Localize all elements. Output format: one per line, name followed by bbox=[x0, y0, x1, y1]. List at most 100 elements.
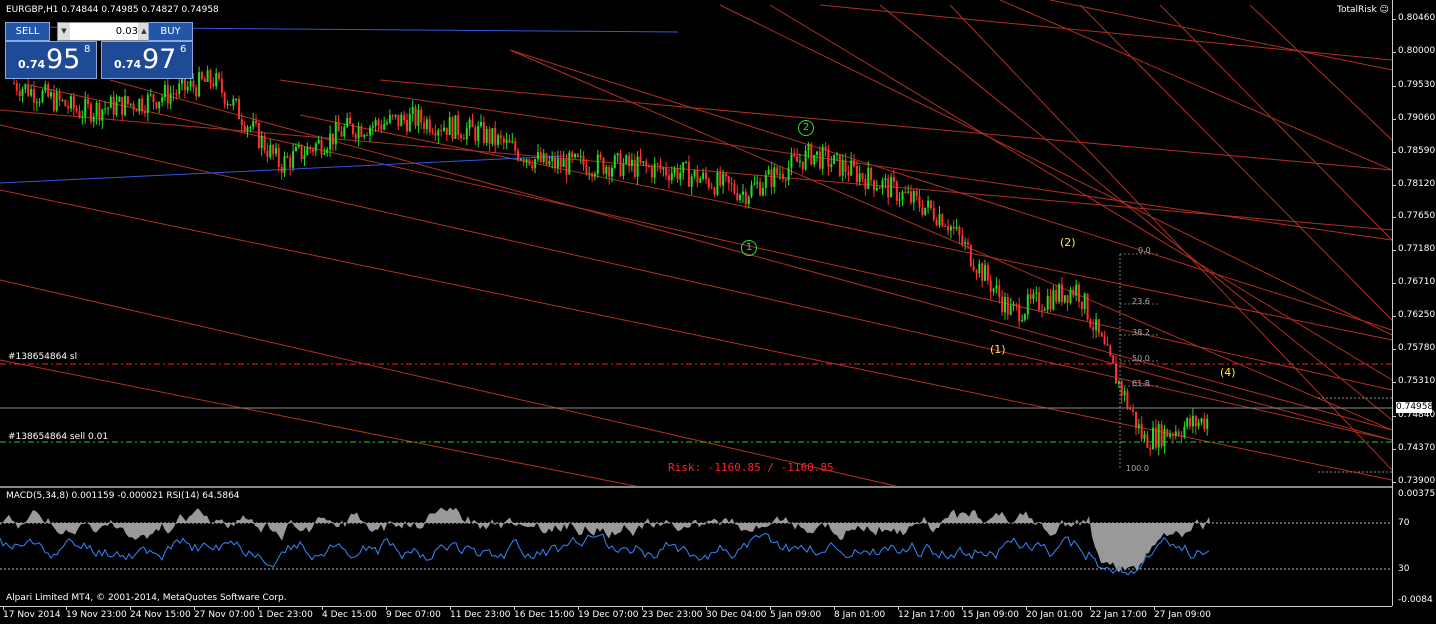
candle-body bbox=[235, 98, 238, 100]
candle-body bbox=[622, 163, 625, 176]
sell-button[interactable]: SELL bbox=[5, 22, 50, 41]
candle-body bbox=[198, 72, 201, 97]
candle-body bbox=[192, 80, 195, 88]
channel-line bbox=[989, 329, 1392, 441]
candle-body bbox=[1009, 305, 1012, 315]
candle-body bbox=[112, 96, 115, 115]
lot-increase-icon[interactable]: ▲ bbox=[138, 23, 150, 40]
sell-price-pip: 8 bbox=[84, 44, 91, 55]
channel-line bbox=[769, 4, 1392, 381]
time-axis-label: 12 Jan 17:00 bbox=[898, 610, 955, 620]
candle-body bbox=[904, 191, 907, 193]
candle-body bbox=[650, 166, 653, 178]
indicator-chart[interactable] bbox=[0, 488, 1392, 606]
candle-body bbox=[929, 200, 932, 208]
candle-body bbox=[141, 99, 144, 112]
candle-body bbox=[178, 83, 181, 94]
time-axis-tick bbox=[706, 606, 707, 610]
candle-body bbox=[371, 125, 374, 128]
stop-loss-label[interactable]: #138654864 sl bbox=[8, 352, 78, 362]
current-price-tag: 0.74958 bbox=[1396, 402, 1434, 413]
candle-body bbox=[975, 270, 978, 274]
sell-order-label[interactable]: #138654864 sell 0.01 bbox=[8, 432, 109, 442]
candle-body bbox=[186, 86, 189, 91]
candle-body bbox=[1112, 355, 1115, 364]
candle-body bbox=[625, 155, 628, 164]
candle-body bbox=[286, 155, 289, 158]
candle-body bbox=[756, 182, 759, 184]
buy-price-box[interactable]: 0.74 97 6 bbox=[101, 41, 193, 79]
time-axis-tick bbox=[1026, 606, 1027, 610]
channel-line bbox=[509, 49, 1392, 431]
candle-body bbox=[474, 127, 477, 141]
time-axis-tick bbox=[514, 606, 515, 610]
candle-body bbox=[1078, 284, 1080, 302]
lot-size-input[interactable] bbox=[72, 23, 140, 40]
channel-line bbox=[1079, 4, 1392, 321]
price-axis-label: 0.80460 bbox=[1398, 13, 1436, 23]
candle-body bbox=[89, 104, 92, 122]
rsi-line bbox=[0, 532, 1210, 576]
candle-body bbox=[898, 199, 901, 201]
candle-body bbox=[1069, 289, 1072, 303]
candle-body bbox=[511, 141, 514, 143]
candle-body bbox=[1072, 289, 1075, 296]
candle-body bbox=[326, 149, 329, 153]
candle-body bbox=[260, 135, 263, 148]
wave-label-yellow-2: (2) bbox=[1060, 236, 1076, 249]
candle-body bbox=[915, 191, 918, 197]
price-axis-tick bbox=[1392, 86, 1396, 87]
candle-body bbox=[144, 111, 146, 114]
candle-body bbox=[522, 159, 525, 163]
candle-body bbox=[668, 175, 670, 181]
candle-body bbox=[471, 119, 474, 128]
candle-body bbox=[921, 207, 924, 215]
lot-decrease-icon[interactable]: ▼ bbox=[58, 23, 70, 40]
candle-body bbox=[707, 179, 710, 188]
time-axis-label: 5 Jan 09:00 bbox=[770, 610, 822, 620]
buy-button[interactable]: BUY bbox=[148, 22, 193, 41]
candle-body bbox=[870, 168, 873, 181]
price-axis-label: 0.75310 bbox=[1398, 376, 1436, 386]
candle-body bbox=[169, 93, 172, 104]
time-axis-tick bbox=[1154, 606, 1155, 610]
candle-body bbox=[1203, 418, 1206, 429]
price-axis-tick bbox=[1392, 152, 1396, 153]
candle-body bbox=[1103, 336, 1106, 345]
pane-separator[interactable] bbox=[0, 486, 1392, 488]
candle-body bbox=[710, 187, 713, 189]
time-axis-label: 20 Jan 01:00 bbox=[1026, 610, 1083, 620]
chart-symbol-title: EURGBP,H1 0.74844 0.74985 0.74827 0.7495… bbox=[6, 5, 219, 15]
candle-body bbox=[482, 122, 485, 143]
candle-body bbox=[340, 131, 343, 137]
wave-label-green-1: 1 bbox=[741, 240, 757, 256]
candle-body bbox=[215, 73, 218, 87]
risk-text: Risk: -1160.85 / -1160.85 bbox=[668, 461, 834, 474]
channel-line bbox=[0, 189, 1392, 481]
time-axis-tick bbox=[1090, 606, 1091, 610]
candle-body bbox=[901, 191, 904, 200]
candle-body bbox=[491, 127, 494, 144]
candle-body bbox=[109, 96, 112, 108]
candle-body bbox=[124, 96, 127, 116]
candle-body bbox=[941, 214, 944, 226]
candle-body bbox=[796, 156, 799, 162]
price-axis-label: 0.79530 bbox=[1398, 80, 1436, 90]
candle-body bbox=[163, 85, 166, 98]
candle-body bbox=[431, 132, 434, 134]
candle-body bbox=[605, 166, 608, 174]
channel-line bbox=[279, 79, 1392, 241]
candle-body bbox=[537, 152, 539, 160]
price-chart[interactable] bbox=[0, 0, 1392, 487]
candle-body bbox=[406, 120, 408, 132]
candle-body bbox=[588, 173, 591, 175]
candle-body bbox=[460, 134, 463, 139]
sell-price-box[interactable]: 0.74 95 8 bbox=[5, 41, 97, 79]
candle-body bbox=[289, 157, 292, 168]
time-axis-tick bbox=[130, 606, 131, 610]
candle-body bbox=[485, 128, 488, 143]
price-axis-tick bbox=[1392, 185, 1396, 186]
candle-body bbox=[830, 164, 833, 168]
candle-body bbox=[1046, 296, 1049, 310]
candle-body bbox=[682, 162, 685, 173]
